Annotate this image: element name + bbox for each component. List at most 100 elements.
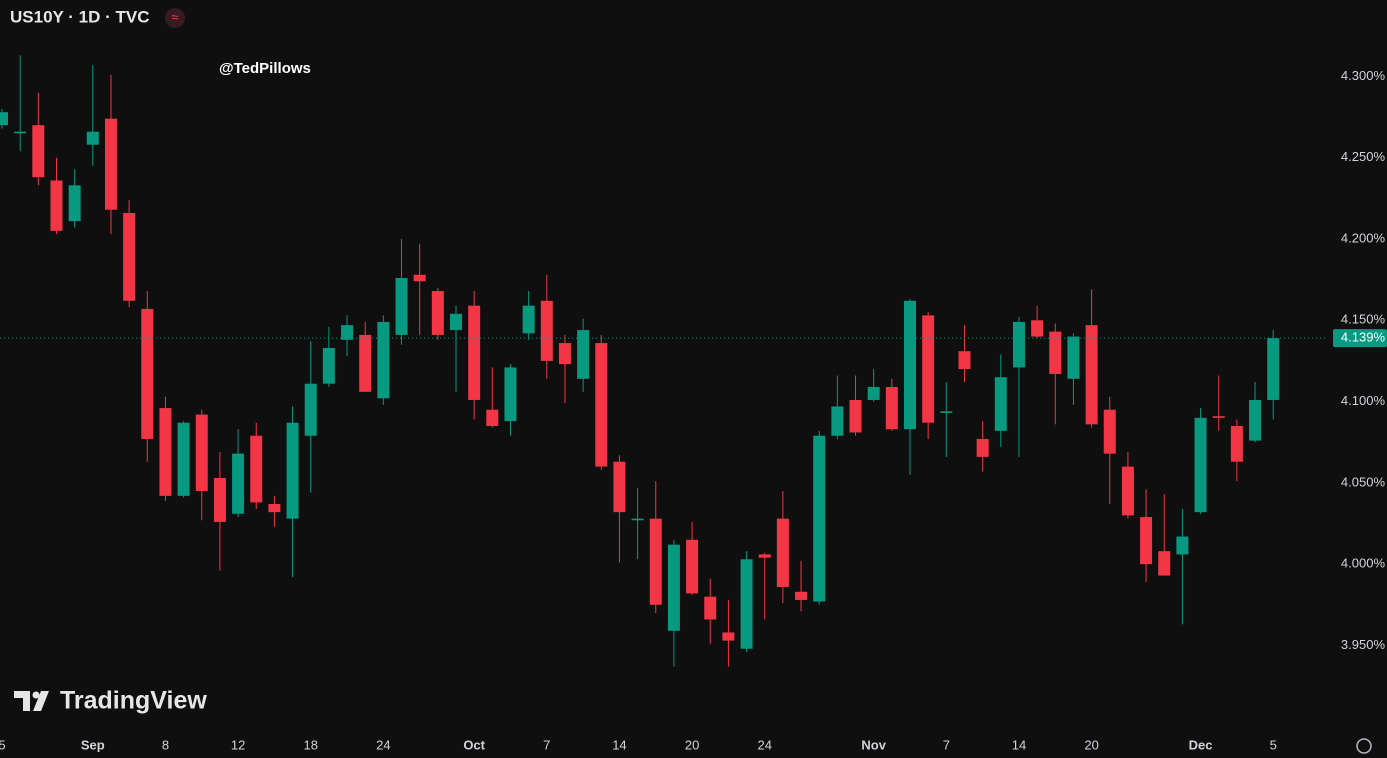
candle-body	[268, 504, 281, 513]
candle-body	[304, 383, 317, 436]
plot-area	[0, 55, 1325, 667]
candle-body	[486, 409, 499, 426]
x-tick-label: Sep	[81, 737, 105, 752]
x-tick-label: 7	[543, 737, 550, 752]
candle-body	[1121, 466, 1134, 516]
candle-body	[1158, 551, 1171, 576]
x-tick-label: Oct	[463, 737, 485, 752]
logo-dot	[32, 691, 40, 699]
candle-body	[0, 112, 8, 126]
logo-mark	[14, 691, 49, 711]
candle-body	[123, 212, 136, 301]
candle-body	[1194, 417, 1207, 513]
y-tick-label: 4.050%	[1341, 474, 1386, 489]
candle-body	[250, 435, 263, 503]
candle-body	[50, 180, 63, 231]
x-tick-label: 8	[162, 737, 169, 752]
candle-body	[613, 461, 626, 513]
candle-body	[1212, 416, 1225, 418]
candle-body	[704, 596, 717, 620]
candle-body	[831, 406, 844, 436]
x-tick-label: 12	[231, 737, 245, 752]
candle-body	[195, 414, 208, 492]
candle-body	[1176, 536, 1189, 555]
candle-body	[631, 518, 644, 521]
candle-body	[14, 131, 27, 134]
candle-body	[849, 399, 862, 433]
candle-body	[758, 554, 771, 558]
y-tick-label: 4.300%	[1341, 68, 1386, 83]
candle-body	[1067, 336, 1080, 379]
candle-body	[577, 330, 590, 379]
x-tick-label: 24	[376, 737, 390, 752]
y-tick-label: 4.250%	[1341, 149, 1386, 164]
candle-body	[141, 308, 154, 439]
candle-body	[431, 291, 444, 335]
candle-body	[958, 351, 971, 370]
symbol-title: US10Y · 1D · TVC	[10, 7, 150, 26]
x-tick-label: 18	[303, 737, 317, 752]
x-tick-label: 20	[685, 737, 699, 752]
candle-body	[468, 305, 481, 400]
candle-body	[213, 477, 226, 522]
candle-body	[413, 274, 426, 282]
candle-body	[395, 278, 408, 335]
candle-body	[1103, 409, 1116, 454]
x-tick-label: 20	[1084, 737, 1098, 752]
candle-body	[322, 347, 335, 384]
last-price-label: 4.139%	[1341, 330, 1386, 345]
x-tick-label: 14	[1012, 737, 1026, 752]
candle-body	[795, 591, 808, 600]
candle-body	[1140, 517, 1153, 565]
candle-body	[177, 422, 190, 496]
candle-body	[68, 185, 81, 222]
candle-body	[504, 367, 517, 422]
candle-body	[1249, 399, 1262, 441]
candle-body	[522, 305, 535, 334]
candle-body	[1230, 425, 1243, 462]
settings-icon[interactable]	[1356, 738, 1372, 754]
candle-body	[1085, 325, 1098, 425]
candle-body	[341, 325, 354, 340]
indicator-glyph: ≈	[171, 9, 178, 24]
candle-body	[722, 632, 735, 641]
indicator-icon	[165, 8, 185, 28]
x-tick-label: 5	[1270, 737, 1277, 752]
candle-body	[686, 539, 699, 594]
candle-body	[286, 422, 299, 519]
candle-body	[159, 408, 172, 496]
candle-body	[813, 435, 826, 602]
candle-body	[104, 118, 117, 210]
candle-body	[740, 559, 753, 649]
y-tick-label: 3.950%	[1341, 637, 1386, 652]
candle-body	[595, 343, 608, 467]
x-tick-label: 5	[0, 737, 6, 752]
x-tick-label: 24	[757, 737, 771, 752]
candle-body	[232, 453, 245, 514]
candle-body	[885, 386, 898, 430]
y-tick-label: 4.000%	[1341, 556, 1386, 571]
candle-body	[359, 334, 372, 392]
candle-body	[558, 343, 571, 365]
last-price-box	[1333, 329, 1387, 348]
candle-body	[667, 544, 680, 631]
y-tick-label: 4.200%	[1341, 230, 1386, 245]
candle-body	[86, 131, 99, 145]
y-tick-label: 4.100%	[1341, 393, 1386, 408]
candle-body	[904, 300, 916, 430]
x-tick-label: Dec	[1189, 737, 1213, 752]
candle-body	[32, 125, 45, 178]
candle-body	[540, 300, 553, 361]
x-tick-label: 7	[943, 737, 950, 752]
candle-body	[976, 438, 989, 457]
annotation: @TedPillows	[219, 60, 311, 77]
y-tick-label: 4.150%	[1341, 312, 1386, 327]
x-tick-label: Nov	[861, 737, 886, 752]
candle-body	[1049, 331, 1062, 374]
candle-body	[1267, 338, 1280, 400]
candle-body	[867, 386, 880, 400]
candle-body	[922, 315, 935, 423]
x-tick-label: 14	[612, 737, 626, 752]
candle-body	[940, 411, 953, 413]
